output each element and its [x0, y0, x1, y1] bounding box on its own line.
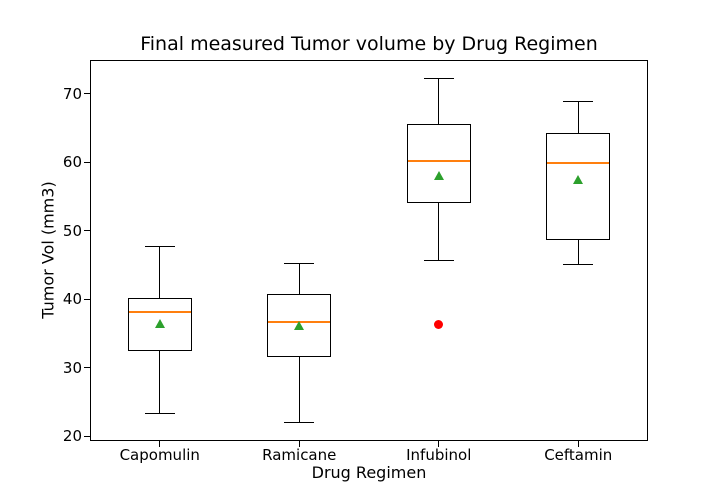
ramicane-box — [267, 294, 332, 357]
x-tick-label-ceftamin: Ceftamin — [544, 446, 613, 464]
infubinol-lower-whisker — [438, 203, 440, 261]
y-tick-mark — [84, 93, 90, 95]
capomulin-lower-whisker — [159, 351, 161, 414]
chart-title: Final measured Tumor volume by Drug Regi… — [140, 33, 598, 55]
ceftamin-mean-marker — [573, 174, 584, 184]
capomulin-mean-marker — [154, 318, 165, 328]
y-tick-mark — [84, 435, 90, 437]
y-tick-mark — [84, 161, 90, 163]
ceftamin-median-line — [547, 161, 610, 164]
ramicane-upper-whisker — [298, 263, 300, 295]
ceftamin-upper-cap — [563, 100, 594, 102]
x-tick-label-capomulin: Capomulin — [119, 446, 200, 464]
y-axis-label: Tumor Vol (mm3) — [38, 181, 58, 319]
plot-area — [90, 60, 648, 441]
y-tick-label: 40 — [62, 290, 82, 309]
ramicane-mean-marker — [294, 320, 305, 330]
y-tick-label: 50 — [62, 221, 82, 240]
y-tick-mark — [84, 230, 90, 232]
x-tick-label-infubinol: Infubinol — [406, 446, 472, 464]
infubinol-lower-cap — [423, 260, 454, 262]
y-tick-label: 20 — [62, 427, 82, 446]
y-tick-label: 70 — [62, 84, 82, 103]
ceftamin-lower-cap — [563, 264, 594, 266]
ceftamin-upper-whisker — [577, 101, 579, 133]
capomulin-lower-cap — [144, 413, 175, 415]
y-tick-mark — [84, 298, 90, 300]
y-tick-label: 60 — [62, 153, 82, 172]
ceftamin-lower-whisker — [577, 239, 579, 265]
infubinol-mean-marker — [433, 171, 444, 181]
capomulin-upper-whisker — [159, 246, 161, 298]
capomulin-box — [127, 297, 192, 352]
x-tick-mark — [159, 441, 161, 447]
ramicane-upper-cap — [284, 263, 315, 265]
x-tick-mark — [577, 441, 579, 447]
infubinol-box — [406, 124, 471, 204]
ceftamin-box — [546, 132, 611, 240]
capomulin-median-line — [128, 311, 191, 314]
x-tick-label-ramicane: Ramicane — [262, 446, 337, 464]
infubinol-upper-whisker — [438, 78, 440, 125]
y-tick-label: 30 — [62, 358, 82, 377]
ramicane-lower-whisker — [298, 356, 300, 423]
infubinol-outlier-marker — [434, 320, 444, 329]
x-tick-mark — [438, 441, 440, 447]
y-tick-mark — [84, 367, 90, 369]
capomulin-upper-cap — [144, 245, 175, 247]
x-axis-label: Drug Regimen — [311, 463, 427, 482]
infubinol-median-line — [407, 159, 470, 162]
x-tick-mark — [298, 441, 300, 447]
infubinol-upper-cap — [423, 78, 454, 79]
ramicane-lower-cap — [284, 421, 315, 423]
